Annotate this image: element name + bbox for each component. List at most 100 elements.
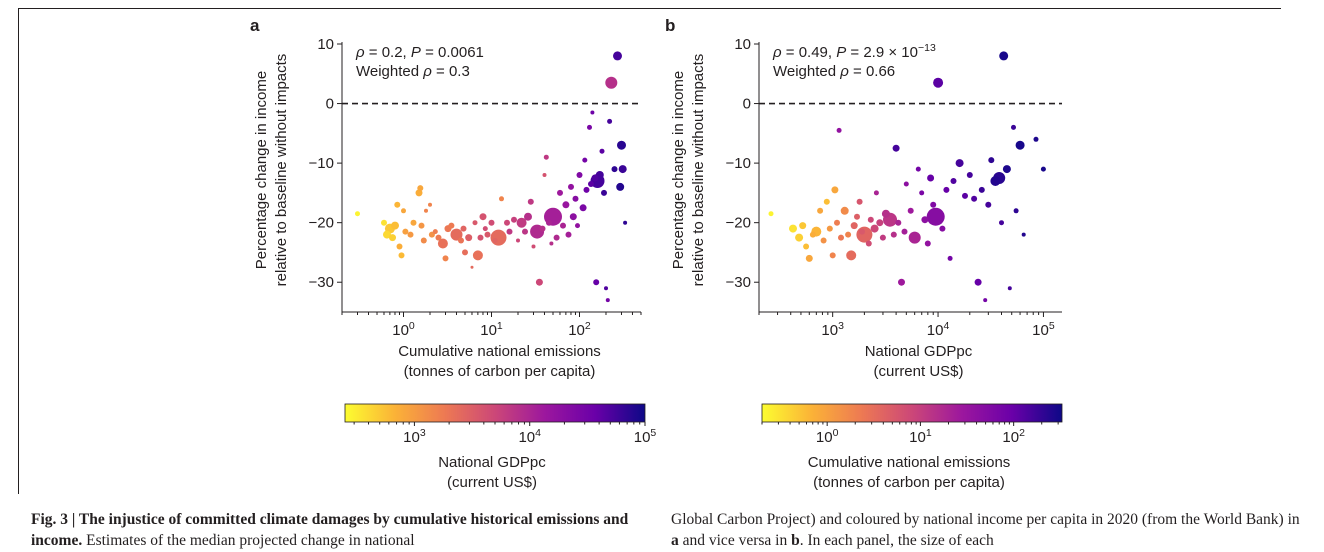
data-point-b — [831, 186, 839, 194]
data-point-b — [907, 207, 914, 214]
data-point-a — [432, 229, 438, 235]
data-point-b — [988, 157, 995, 164]
caption-right-text: Global Carbon Project) and coloured by n… — [671, 511, 1300, 528]
data-point-b — [789, 224, 797, 233]
data-point-a — [472, 220, 478, 226]
data-point-a — [572, 195, 579, 202]
data-point-a — [531, 244, 536, 249]
data-point-a — [623, 220, 628, 225]
data-point-b — [974, 278, 982, 286]
data-point-b — [876, 219, 884, 227]
y-tick-label-b: −10 — [726, 155, 751, 172]
data-point-a — [590, 110, 595, 115]
x-tick-label-a: 100 — [392, 320, 415, 339]
data-point-a — [579, 204, 587, 212]
data-point-a — [516, 217, 527, 228]
data-point-a — [460, 225, 467, 232]
data-point-b — [1007, 286, 1012, 291]
data-point-b — [947, 255, 953, 261]
data-point-a — [398, 252, 405, 259]
data-point-b — [829, 252, 836, 259]
data-point-a — [543, 154, 549, 160]
x-tick-label-a: 101 — [480, 320, 503, 339]
data-point-a — [582, 157, 588, 163]
data-point-a — [565, 231, 572, 238]
stat-rho-b: ρ = 0.49, P = 2.9 × 10−13 — [772, 42, 936, 61]
data-point-b — [1021, 232, 1026, 237]
y-axis-label-b: Percentage change in income — [670, 71, 687, 269]
data-point-a — [575, 223, 580, 229]
data-point-a — [492, 238, 498, 243]
y-tick-label-b: 0 — [743, 96, 751, 113]
data-point-a — [549, 241, 554, 246]
caption-ref-a: a — [671, 532, 679, 549]
data-point-b — [870, 224, 879, 233]
data-point-a — [424, 208, 428, 213]
y-tick-label-a: 0 — [326, 96, 334, 113]
caption-right-mid: and vice versa in — [678, 532, 792, 549]
y-tick-label-a: 10 — [317, 36, 334, 53]
data-point-b — [898, 278, 905, 286]
data-point-a — [504, 219, 510, 226]
data-point-b — [856, 198, 863, 205]
y-tick-label-b: 10 — [734, 36, 751, 53]
data-point-a — [437, 238, 448, 249]
data-point-a — [511, 216, 517, 223]
colorbar-a — [344, 403, 646, 423]
data-point-a — [442, 255, 449, 262]
data-point-b — [926, 207, 945, 226]
data-point-b — [927, 174, 935, 182]
caption-left: Fig. 3 | The injustice of committed clim… — [31, 509, 651, 551]
data-point-b — [803, 243, 810, 250]
data-point-b — [1011, 124, 1016, 130]
data-point-b — [978, 186, 985, 193]
caption-title: The injustice of committed climate damag… — [31, 511, 629, 549]
colorbar-label-b: Cumulative national emissions — [808, 454, 1011, 471]
colorbar-label-unit-a: (current US$) — [447, 474, 537, 491]
data-point-a — [539, 225, 546, 232]
data-point-b — [999, 220, 1004, 226]
data-point-a — [407, 231, 414, 238]
data-point-a — [516, 238, 520, 243]
data-point-a — [583, 186, 590, 193]
x-tick-label-b: 105 — [1032, 320, 1055, 339]
colorbar-label-unit-b: (tonnes of carbon per capita) — [813, 474, 1005, 491]
data-point-b — [999, 51, 1009, 61]
data-point-b — [805, 254, 813, 262]
data-point-a — [479, 213, 487, 221]
stat-weighted-b: Weighted ρ = 0.66 — [773, 63, 895, 80]
data-point-a — [465, 234, 473, 242]
data-point-b — [838, 234, 844, 241]
data-point-a — [605, 298, 610, 303]
data-point-a — [394, 201, 401, 208]
data-point-a — [593, 279, 600, 286]
panel-label-a: a — [250, 16, 260, 35]
data-point-b — [892, 144, 900, 152]
data-point-b — [836, 127, 842, 133]
data-point-b — [955, 159, 964, 168]
data-point-b — [834, 219, 840, 226]
data-point-a — [587, 124, 592, 130]
top-rule — [18, 8, 1281, 9]
data-point-b — [943, 186, 950, 193]
y-tick-label-a: −20 — [309, 215, 334, 232]
data-point-a — [389, 234, 396, 242]
data-point-a — [613, 51, 622, 61]
data-point-a — [401, 208, 406, 214]
data-point-b — [873, 190, 879, 196]
data-point-b — [985, 201, 992, 208]
data-point-a — [470, 265, 474, 269]
data-point-a — [428, 202, 432, 207]
data-point-b — [1033, 136, 1039, 142]
data-point-b — [901, 228, 908, 235]
data-point-a — [605, 76, 618, 89]
data-point-a — [568, 183, 574, 190]
colorbar-tick-label-b: 101 — [909, 427, 932, 446]
data-point-b — [908, 231, 921, 244]
y-tick-label-a: −30 — [309, 274, 334, 291]
colorbar-tick-label-b: 102 — [1002, 427, 1025, 446]
data-point-a — [617, 140, 626, 150]
data-point-b — [966, 172, 973, 178]
data-point-b — [895, 219, 902, 226]
data-point-a — [448, 222, 455, 229]
